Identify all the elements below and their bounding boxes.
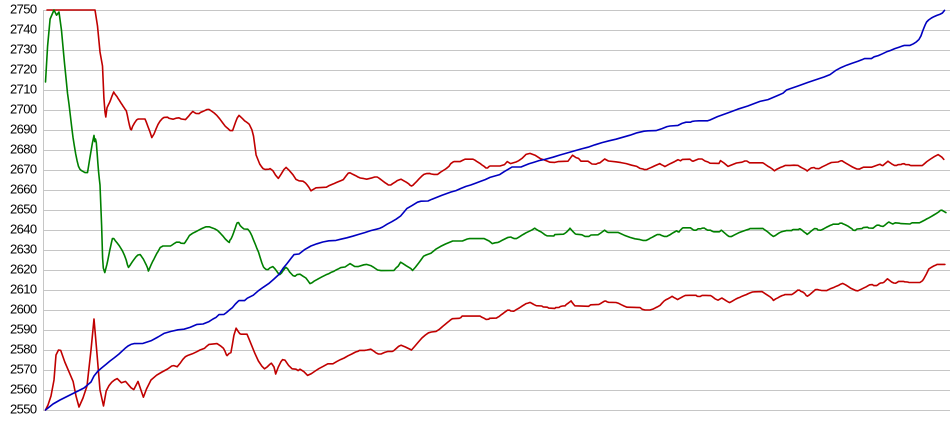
svg-text:2620: 2620: [10, 262, 37, 277]
svg-text:2650: 2650: [10, 202, 37, 217]
svg-text:2670: 2670: [10, 162, 37, 177]
svg-text:2720: 2720: [10, 62, 37, 77]
svg-text:2740: 2740: [10, 22, 37, 37]
svg-text:2630: 2630: [10, 242, 37, 257]
svg-text:2750: 2750: [10, 2, 37, 17]
svg-text:2610: 2610: [10, 282, 37, 297]
svg-text:2700: 2700: [10, 102, 37, 117]
svg-text:2680: 2680: [10, 142, 37, 157]
svg-text:2660: 2660: [10, 182, 37, 197]
svg-text:2640: 2640: [10, 222, 37, 237]
svg-text:2710: 2710: [10, 82, 37, 97]
svg-text:2590: 2590: [10, 322, 37, 337]
svg-text:2570: 2570: [10, 362, 37, 377]
svg-text:2550: 2550: [10, 402, 37, 417]
svg-text:2600: 2600: [10, 302, 37, 317]
svg-text:2690: 2690: [10, 122, 37, 137]
svg-text:2580: 2580: [10, 342, 37, 357]
svg-text:2730: 2730: [10, 42, 37, 57]
svg-text:2560: 2560: [10, 382, 37, 397]
